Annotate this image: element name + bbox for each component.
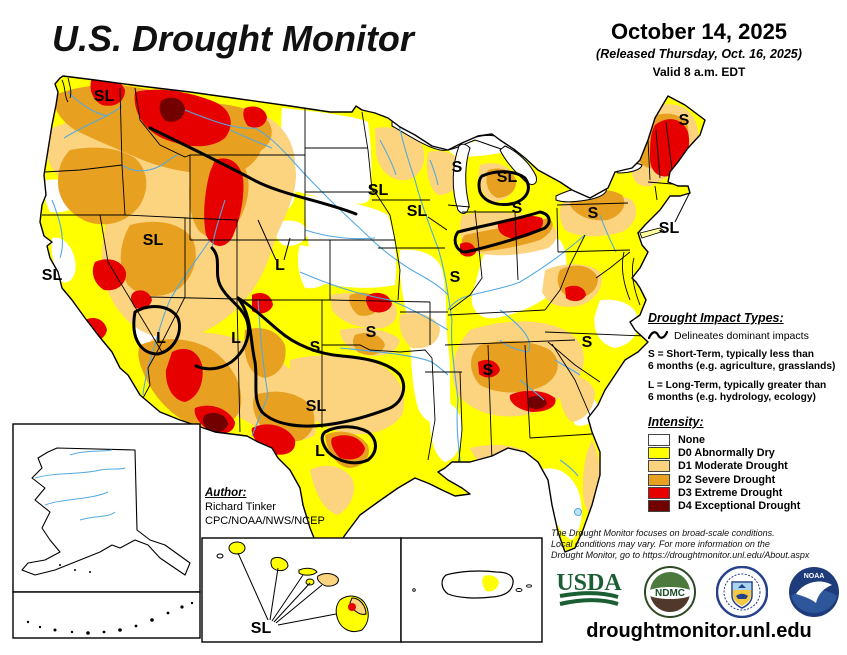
map-label-central-texas: SL <box>305 398 327 415</box>
map-label-south-carolina: S <box>581 334 593 351</box>
svg-text:NOAA: NOAA <box>804 573 825 580</box>
map-date: October 14, 2025 <box>610 19 788 44</box>
map-label-south-dakota: SL <box>367 182 389 199</box>
map-label-pacific-northwest: SL <box>93 88 115 105</box>
puerto-rico-inset <box>400 537 543 643</box>
intensity-swatch-d0 <box>648 446 670 459</box>
map-label-wisconsin: S <box>451 159 463 176</box>
agency-logos: USDA NDMC NOAA <box>554 566 840 618</box>
map-label-michigan-south: S <box>511 200 523 217</box>
intensity-swatch-none <box>648 433 670 446</box>
intensity-label: D1 Moderate Drought <box>678 460 788 473</box>
long-term-line1: L = Long-Term, typically greater than <box>648 380 827 391</box>
disclaimer-line3: Drought Monitor, go to https://droughtmo… <box>551 550 810 560</box>
delineates-text: Delineates dominant impacts <box>674 330 809 342</box>
author-block: Author: Richard Tinker CPC/NOAA/NWS/NCEP <box>205 487 325 527</box>
map-label-pennsylvania: S <box>587 205 599 222</box>
intensity-legend: Intensity: None D0 Abnormally Dry D1 Mod… <box>648 415 844 513</box>
ndmc-logo: NDMC <box>644 566 696 618</box>
map-label-iowa-callout: SL <box>406 203 428 220</box>
map-label-oklahoma-panhandle: S <box>309 339 321 356</box>
map-label-south-texas: L <box>315 443 325 460</box>
author-heading: Author: <box>205 487 247 499</box>
website-url[interactable]: droughtmonitor.unl.edu <box>586 620 812 642</box>
map-label-illinois: S <box>449 269 461 286</box>
map-label-hawaii: SL <box>250 620 272 637</box>
map-label-maine: S <box>678 112 690 129</box>
map-label-nebraska-callout: L <box>275 257 285 274</box>
intensity-row-d3: D3 Extreme Drought <box>648 486 844 499</box>
short-term-line2: 6 months (e.g. agriculture, grasslands) <box>648 361 836 372</box>
rivers <box>51 91 617 479</box>
commerce-seal <box>716 566 768 618</box>
intensity-row-d1: D1 Moderate Drought <box>648 460 844 473</box>
map-label-massachusetts-callout: SL <box>658 220 680 237</box>
intensity-row-d4: D4 Exceptional Drought <box>648 499 844 513</box>
map-label-great-basin: SL <box>142 232 164 249</box>
impact-delineation-lines <box>132 126 551 465</box>
svg-text:NDMC: NDMC <box>655 588 685 599</box>
hawaii-inset <box>201 537 402 643</box>
impact-types-legend: Drought Impact Types: Delineates dominan… <box>648 311 844 404</box>
map-label-new-mexico: L <box>231 330 241 347</box>
impact-legend-heading: Drought Impact Types: <box>648 311 784 325</box>
intensity-heading: Intensity: <box>648 415 704 429</box>
lake-okeechobee <box>574 508 582 516</box>
intensity-row-d2: D2 Severe Drought <box>648 473 844 486</box>
alaska-inset <box>12 423 201 639</box>
intensity-swatch-d4 <box>648 500 670 513</box>
coastal-details <box>61 77 665 306</box>
author-org: CPC/NOAA/NWS/NCEP <box>205 515 325 527</box>
intensity-label: D3 Extreme Drought <box>678 486 783 499</box>
valid-time: Valid 8 a.m. EDT <box>652 65 746 79</box>
intensity-label: None <box>678 433 705 446</box>
map-label-arizona: L <box>156 330 166 347</box>
delineation-squiggle-icon <box>648 330 668 340</box>
usda-logo: USDA <box>556 570 622 606</box>
conus-outline <box>39 75 706 561</box>
intensity-swatch-d1 <box>648 460 670 473</box>
disclaimer-note: The Drought Monitor focuses on broad-sca… <box>551 528 847 561</box>
short-term-line1: S = Short-Term, typically less than <box>648 349 814 360</box>
map-label-north-texas: S <box>365 324 377 341</box>
disclaimer-line1: The Drought Monitor focuses on broad-sca… <box>551 528 775 538</box>
map-label-alabama: S <box>482 362 494 379</box>
author-name: Richard Tinker <box>205 501 276 513</box>
map-label-michigan-north: SL <box>496 169 518 186</box>
intensity-row-d0: D0 Abnormally Dry <box>648 446 844 459</box>
intensity-label: D0 Abnormally Dry <box>678 446 775 459</box>
intensity-row-none: None <box>648 433 844 446</box>
page-title: U.S. Drought Monitor <box>52 18 414 59</box>
release-date: (Released Thursday, Oct. 16, 2025) <box>596 47 802 61</box>
long-term-line2: 6 months (e.g. hydrology, ecology) <box>648 392 816 403</box>
intensity-label: D4 Exceptional Drought <box>678 500 801 513</box>
intensity-swatch-d3 <box>648 486 670 499</box>
noaa-logo: NOAA <box>789 567 839 617</box>
aleutian-islands <box>26 564 194 635</box>
date-block: October 14, 2025 (Released Thursday, Oct… <box>555 19 843 80</box>
intensity-swatch-d2 <box>648 473 670 486</box>
d4-areas <box>159 97 547 433</box>
map-label-california: SL <box>41 267 63 284</box>
disclaimer-line2: Local conditions may vary. For more info… <box>551 539 770 549</box>
intensity-label: D2 Severe Drought <box>678 473 776 486</box>
hawaii-callout-lines <box>237 552 337 626</box>
callout-lines <box>257 191 691 261</box>
